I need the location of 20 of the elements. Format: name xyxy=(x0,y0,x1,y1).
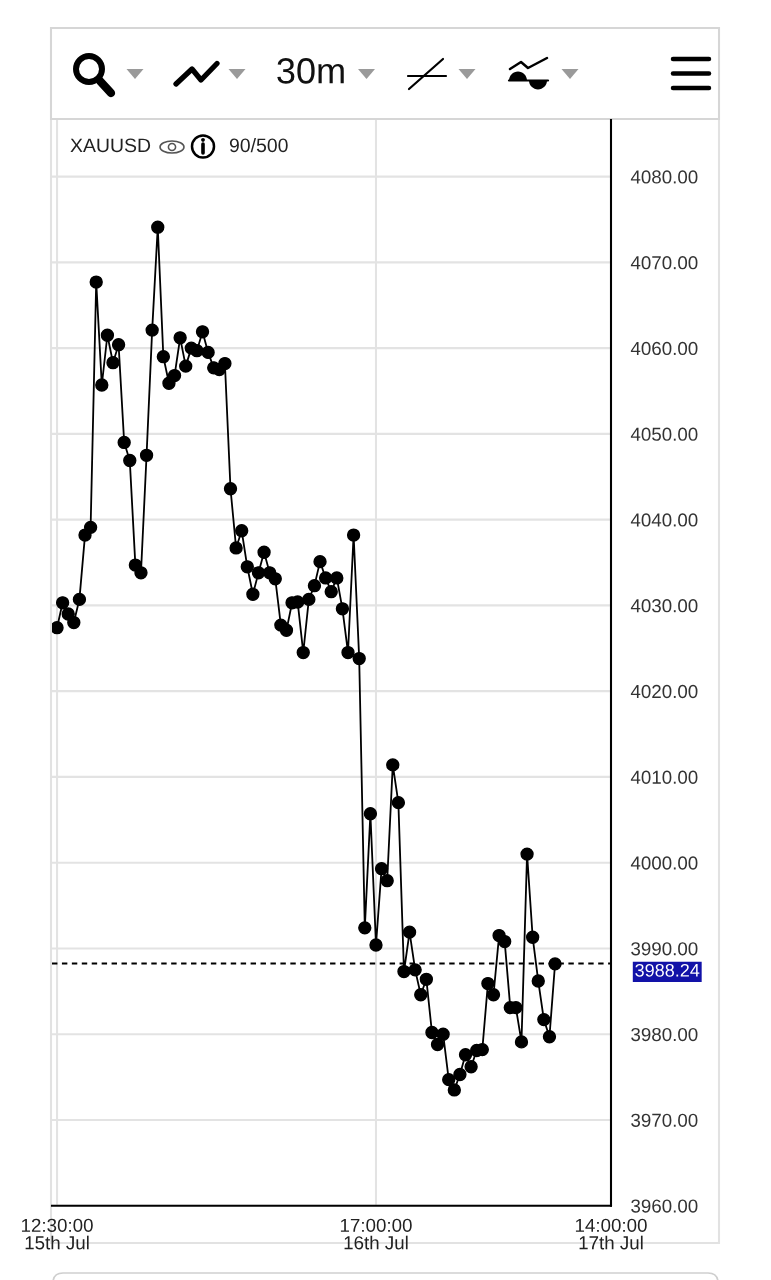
x-tick-label: 14:00:00 17th Jul xyxy=(575,1218,647,1250)
y-tick-label: 4030.00 xyxy=(630,599,698,613)
y-tick-label: 4010.00 xyxy=(630,770,698,784)
text: XAUUSD xyxy=(70,138,151,153)
y-tick-label: 4000.00 xyxy=(630,856,698,870)
text: 90/500 xyxy=(229,137,288,153)
y-tick-label: 4050.00 xyxy=(630,427,698,441)
y-tick-label: 3990.00 xyxy=(631,942,698,956)
y-tick-label: 4080.00 xyxy=(630,170,698,184)
y-tick-label: 4040.00 xyxy=(630,513,698,527)
ref-line-label: 3988.24 xyxy=(635,963,700,977)
y-tick-label: 3960.00 xyxy=(631,1199,698,1213)
y-tick-label: 4020.00 xyxy=(630,684,698,699)
y-tick-label: 3980.00 xyxy=(631,1027,698,1042)
y-tick-label: 4060.00 xyxy=(630,341,698,356)
y-tick-label: 3970.00 xyxy=(631,1113,698,1127)
y-tick-label: 4070.00 xyxy=(630,256,698,270)
x-tick-label: 12:30:00 15th Jul xyxy=(21,1218,93,1250)
x-tick-label: 17:00:00 16th Jul xyxy=(340,1218,412,1250)
text: 30m xyxy=(277,58,344,84)
